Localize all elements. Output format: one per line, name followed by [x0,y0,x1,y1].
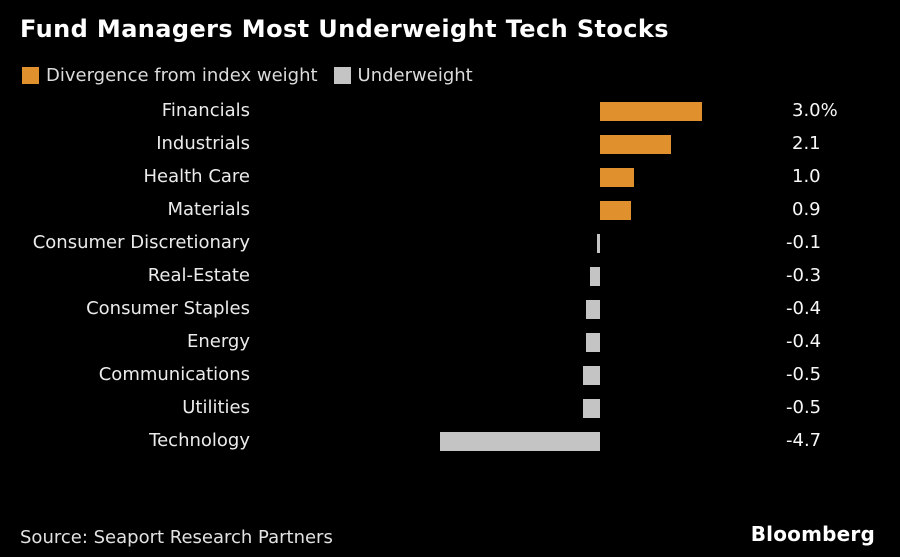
bar-negative [596,234,600,253]
bar-positive [600,201,631,220]
chart-legend: Divergence from index weight Underweight [22,65,473,86]
category-label: Consumer Staples [86,298,250,319]
bar-negative [583,399,600,418]
value-label: 1.0 [792,166,821,187]
value-label: 0.9 [792,199,821,220]
value-label: -0.5 [786,364,822,385]
category-label: Industrials [156,133,250,154]
chart-title: Fund Managers Most Underweight Tech Stoc… [20,15,669,43]
legend-swatch-divergence-icon [22,67,39,84]
category-label: Communications [98,364,250,385]
category-label: Utilities [182,397,250,418]
category-label: Financials [161,100,250,121]
legend-label-underweight: Underweight [357,65,473,86]
bar-positive [600,135,672,154]
value-label: -4.7 [786,430,822,451]
bloomberg-logo: Bloomberg [750,522,875,546]
value-label: -0.3 [786,265,822,286]
value-label: -0.5 [786,397,822,418]
value-label: -0.1 [786,232,822,253]
category-label: Health Care [143,166,250,187]
bar-negative [586,333,600,352]
category-label: Consumer Discretionary [32,232,250,253]
value-label: 3.0% [792,100,838,121]
legend-label-divergence: Divergence from index weight [46,65,318,86]
value-label: -0.4 [786,298,822,319]
value-label: -0.4 [786,331,822,352]
category-label: Real-Estate [147,265,250,286]
category-label: Energy [186,331,250,352]
bar-negative [589,267,600,286]
bar-negative [440,432,600,451]
bar-negative [583,366,600,385]
bar-positive [600,102,702,121]
legend-swatch-underweight-icon [333,67,351,84]
bar-negative [586,300,600,319]
bar-positive [600,168,634,187]
source-text: Source: Seaport Research Partners [20,527,333,548]
category-label: Technology [149,430,250,451]
category-label: Materials [167,199,250,220]
value-label: 2.1 [792,133,821,154]
